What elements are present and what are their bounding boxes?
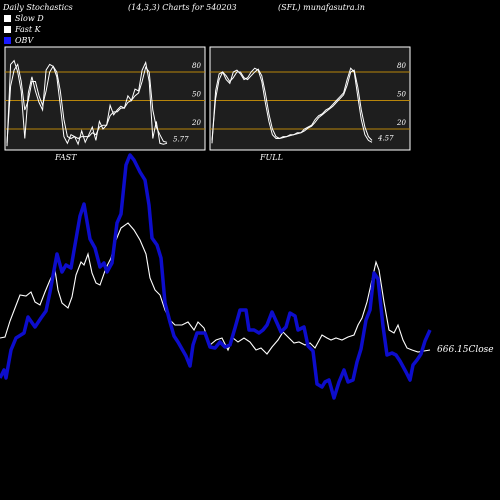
chart-params: (14,3,3) Charts for 540203	[128, 3, 237, 12]
panel-full: 20 50 80 4.57 FULL	[209, 46, 411, 162]
full-ytick-label: 50	[397, 91, 406, 99]
full-ytick-label: 80	[397, 62, 406, 70]
full-value-label: 4.57	[377, 134, 394, 142]
close-price-line	[0, 222, 431, 355]
fast-ytick-label: 80	[192, 62, 201, 70]
panel-fast: 20 50 80 5.77 FAST	[4, 46, 206, 162]
legend-obv: OBV	[3, 36, 33, 45]
legend-fast-k: Fast K	[3, 25, 41, 34]
legend-slow-d: Slow D	[3, 14, 44, 23]
legend-swatch-obv	[3, 36, 12, 45]
legend-swatch-slow-d	[3, 14, 12, 23]
full-axis-label: FULL	[259, 153, 283, 162]
fast-panel-frame	[4, 46, 206, 151]
fast-ytick-label: 50	[192, 91, 201, 99]
full-ytick-label: 20	[396, 119, 406, 127]
legend-swatch-fast-k	[3, 25, 12, 34]
chart-title: Daily Stochastics	[3, 3, 73, 12]
legend-label-slow-d: Slow D	[15, 14, 44, 23]
full-stoch-line-d	[211, 68, 373, 141]
obv-line	[0, 153, 432, 400]
close-value-label: 666.15Close	[437, 345, 494, 355]
fast-stoch-line-k	[6, 59, 168, 147]
legend-label-obv: OBV	[15, 36, 34, 45]
fast-value-label: 5.77	[173, 135, 189, 143]
chart-symbol: (SFL) munafasutra.in	[278, 3, 365, 12]
legend-label-fast-k: Fast K	[15, 25, 41, 34]
panel-main: 666.15Close	[0, 153, 494, 400]
fast-axis-label: FAST	[54, 153, 77, 162]
fast-ytick-label: 20	[191, 119, 201, 127]
full-panel-frame	[209, 46, 411, 151]
fast-stoch-line-d	[6, 63, 168, 144]
